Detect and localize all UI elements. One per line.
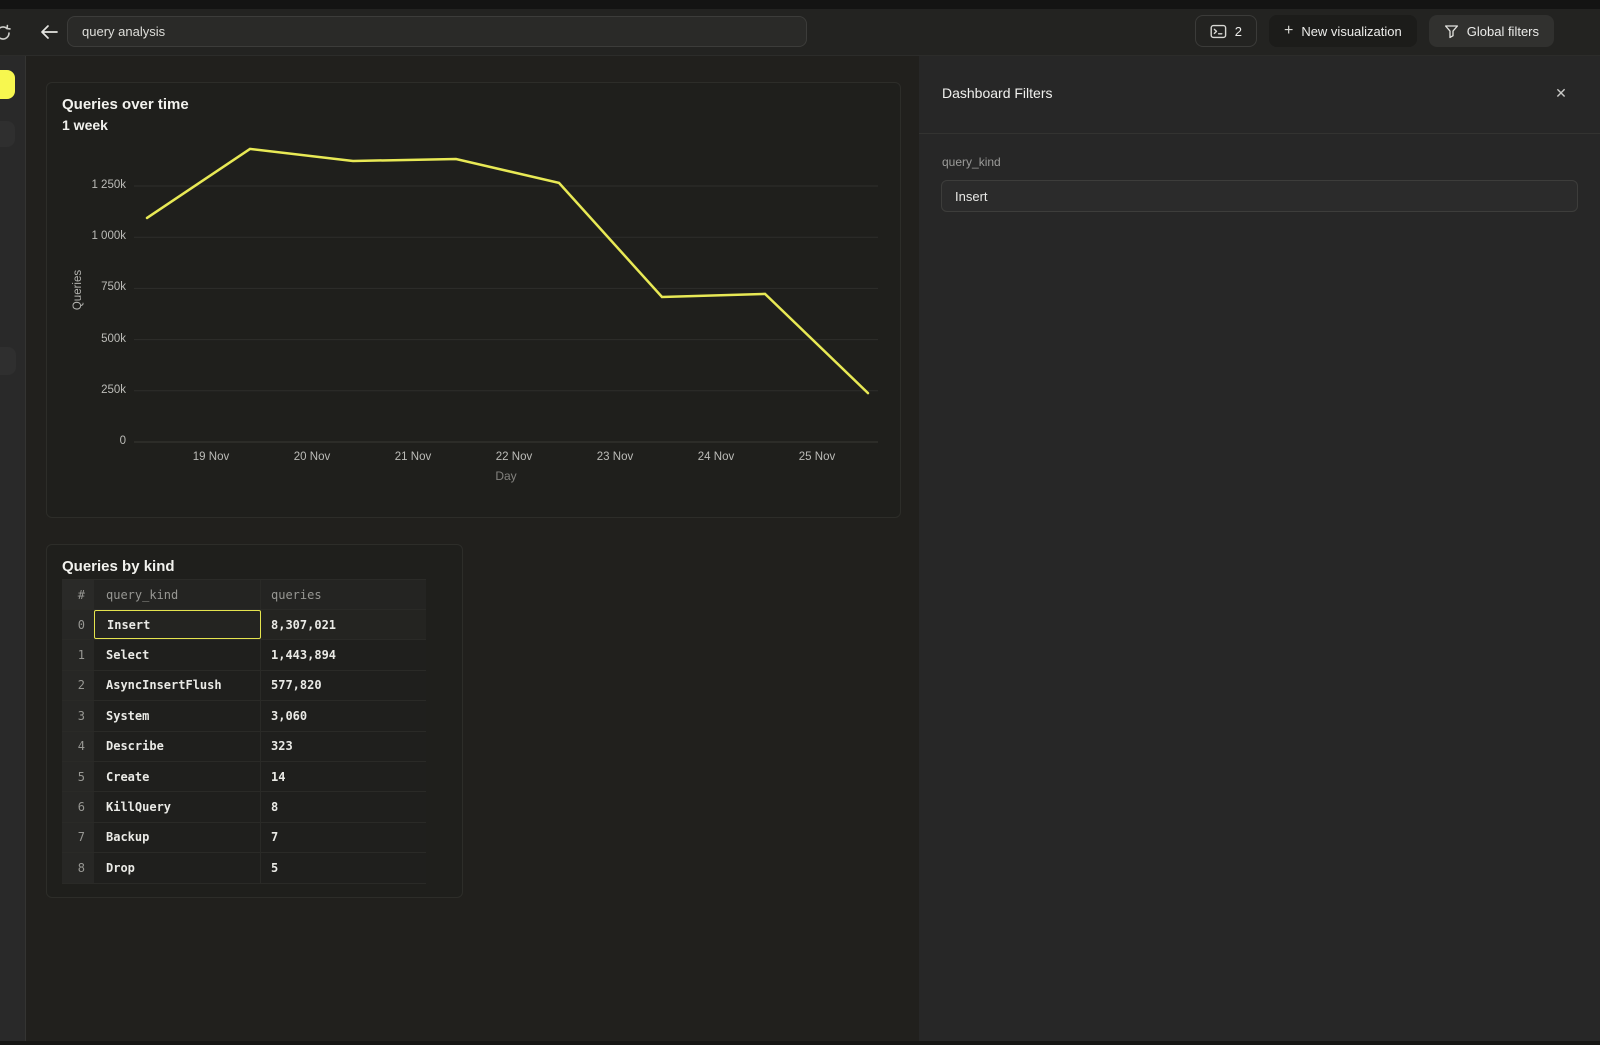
row-index: 4: [62, 732, 94, 761]
row-index: 5: [62, 762, 94, 791]
cell-query-kind[interactable]: AsyncInsertFlush: [94, 671, 261, 700]
column-header-query-kind[interactable]: query_kind: [94, 580, 261, 609]
sidebar-item[interactable]: [0, 121, 15, 147]
funnel-icon: [1444, 24, 1459, 39]
plus-icon: +: [1284, 22, 1293, 40]
y-axis-title: Queries: [72, 240, 84, 340]
y-axis-tick-label: 500k: [47, 333, 126, 345]
new-visualization-label: New visualization: [1301, 24, 1401, 39]
query-kind-filter-input[interactable]: [941, 180, 1578, 212]
refresh-icon[interactable]: [0, 23, 13, 43]
dashboard-title-input[interactable]: [67, 16, 807, 47]
filter-field-label: query_kind: [942, 155, 1001, 169]
window-top-strip: [0, 0, 1600, 9]
filters-panel-header: Dashboard Filters ✕: [919, 56, 1600, 133]
column-header-index: #: [62, 580, 94, 609]
row-index: 3: [62, 701, 94, 730]
table-row: 8Drop5: [62, 853, 426, 883]
table-row: 4Describe323: [62, 732, 426, 762]
cell-queries[interactable]: 5: [261, 853, 426, 882]
y-axis-tick-label: 1 000k: [47, 230, 126, 242]
column-header-queries[interactable]: queries: [261, 580, 426, 609]
x-axis-tick-label: 19 Nov: [171, 451, 251, 463]
table-row: 5Create14: [62, 762, 426, 792]
cell-queries[interactable]: 8,307,021: [261, 610, 426, 639]
global-filters-button[interactable]: Global filters: [1429, 15, 1554, 47]
new-visualization-button[interactable]: + New visualization: [1269, 15, 1417, 47]
window-bottom-edge: [0, 1041, 1600, 1045]
dashboard-filters-panel: Dashboard Filters ✕ query_kind: [919, 56, 1600, 1041]
cell-query-kind[interactable]: Create: [94, 762, 261, 791]
x-axis-tick-label: 21 Nov: [373, 451, 453, 463]
table-header-row: #query_kindqueries: [62, 580, 426, 610]
row-index: 0: [62, 610, 94, 639]
cell-query-kind-selected[interactable]: Insert: [94, 610, 261, 639]
topbar: 2 + New visualization Global filters: [0, 9, 1600, 56]
row-index: 2: [62, 671, 94, 700]
cell-queries[interactable]: 577,820: [261, 671, 426, 700]
panel-divider: [919, 133, 1600, 134]
y-axis-tick-label: 750k: [47, 281, 126, 293]
row-index: 1: [62, 640, 94, 669]
row-index: 7: [62, 823, 94, 852]
cell-queries[interactable]: 1,443,894: [261, 640, 426, 669]
chart-card-queries-over-time: Queries over time 1 week 0250k500k750k1 …: [46, 82, 901, 518]
x-axis-tick-label: 25 Nov: [777, 451, 857, 463]
console-count: 2: [1235, 24, 1242, 39]
cell-query-kind[interactable]: System: [94, 701, 261, 730]
line-chart[interactable]: 0 250k 500k 750k 1 000k 1 250k 19 Nov 20 Nov 21…: [47, 83, 900, 517]
results-table: #query_kindqueries0Insert8,307,0211Selec…: [62, 579, 426, 884]
close-icon[interactable]: ✕: [1552, 84, 1570, 102]
filters-panel-title: Dashboard Filters: [942, 85, 1053, 101]
dashboard-canvas: Queries over time 1 week 0250k500k750k1 …: [26, 56, 919, 1041]
cell-queries[interactable]: 323: [261, 732, 426, 761]
y-axis-tick-label: 0: [47, 435, 126, 447]
cell-queries[interactable]: 8: [261, 792, 426, 821]
table-title: Queries by kind: [62, 558, 175, 575]
table-card-queries-by-kind: Queries by kind #query_kindqueries0Inser…: [46, 544, 463, 898]
cell-queries[interactable]: 3,060: [261, 701, 426, 730]
table-row: 2AsyncInsertFlush577,820: [62, 671, 426, 701]
table-header: Queries by kind: [62, 558, 175, 575]
table-row: 6KillQuery8: [62, 792, 426, 822]
global-filters-label: Global filters: [1467, 24, 1539, 39]
table-row: 1Select1,443,894: [62, 640, 426, 670]
x-axis-tick-label: 22 Nov: [474, 451, 554, 463]
y-axis-tick-label: 1 250k: [47, 179, 126, 191]
row-index: 6: [62, 792, 94, 821]
x-axis-tick-label: 20 Nov: [272, 451, 352, 463]
cell-query-kind[interactable]: KillQuery: [94, 792, 261, 821]
cell-query-kind[interactable]: Backup: [94, 823, 261, 852]
cell-query-kind[interactable]: Drop: [94, 853, 261, 882]
sql-console-count-button[interactable]: 2: [1195, 15, 1257, 47]
arrow-left-icon: [39, 24, 59, 40]
y-axis-tick-label: 250k: [47, 384, 126, 396]
sidebar-item-active[interactable]: [0, 70, 15, 99]
cell-query-kind[interactable]: Select: [94, 640, 261, 669]
table-row: 0Insert8,307,021: [62, 610, 426, 640]
sidebar-item[interactable]: [0, 347, 16, 375]
left-sidebar: [0, 56, 26, 1041]
x-axis-tick-label: 23 Nov: [575, 451, 655, 463]
x-axis-title: Day: [466, 469, 546, 483]
topbar-actions: 2 + New visualization Global filters: [1195, 15, 1554, 47]
cell-queries[interactable]: 14: [261, 762, 426, 791]
table-row: 7Backup7: [62, 823, 426, 853]
row-index: 8: [62, 853, 94, 882]
console-icon: [1210, 24, 1227, 39]
cell-query-kind[interactable]: Describe: [94, 732, 261, 761]
x-axis-tick-label: 24 Nov: [676, 451, 756, 463]
table-row: 3System3,060: [62, 701, 426, 731]
cell-queries[interactable]: 7: [261, 823, 426, 852]
back-button[interactable]: [38, 20, 60, 44]
